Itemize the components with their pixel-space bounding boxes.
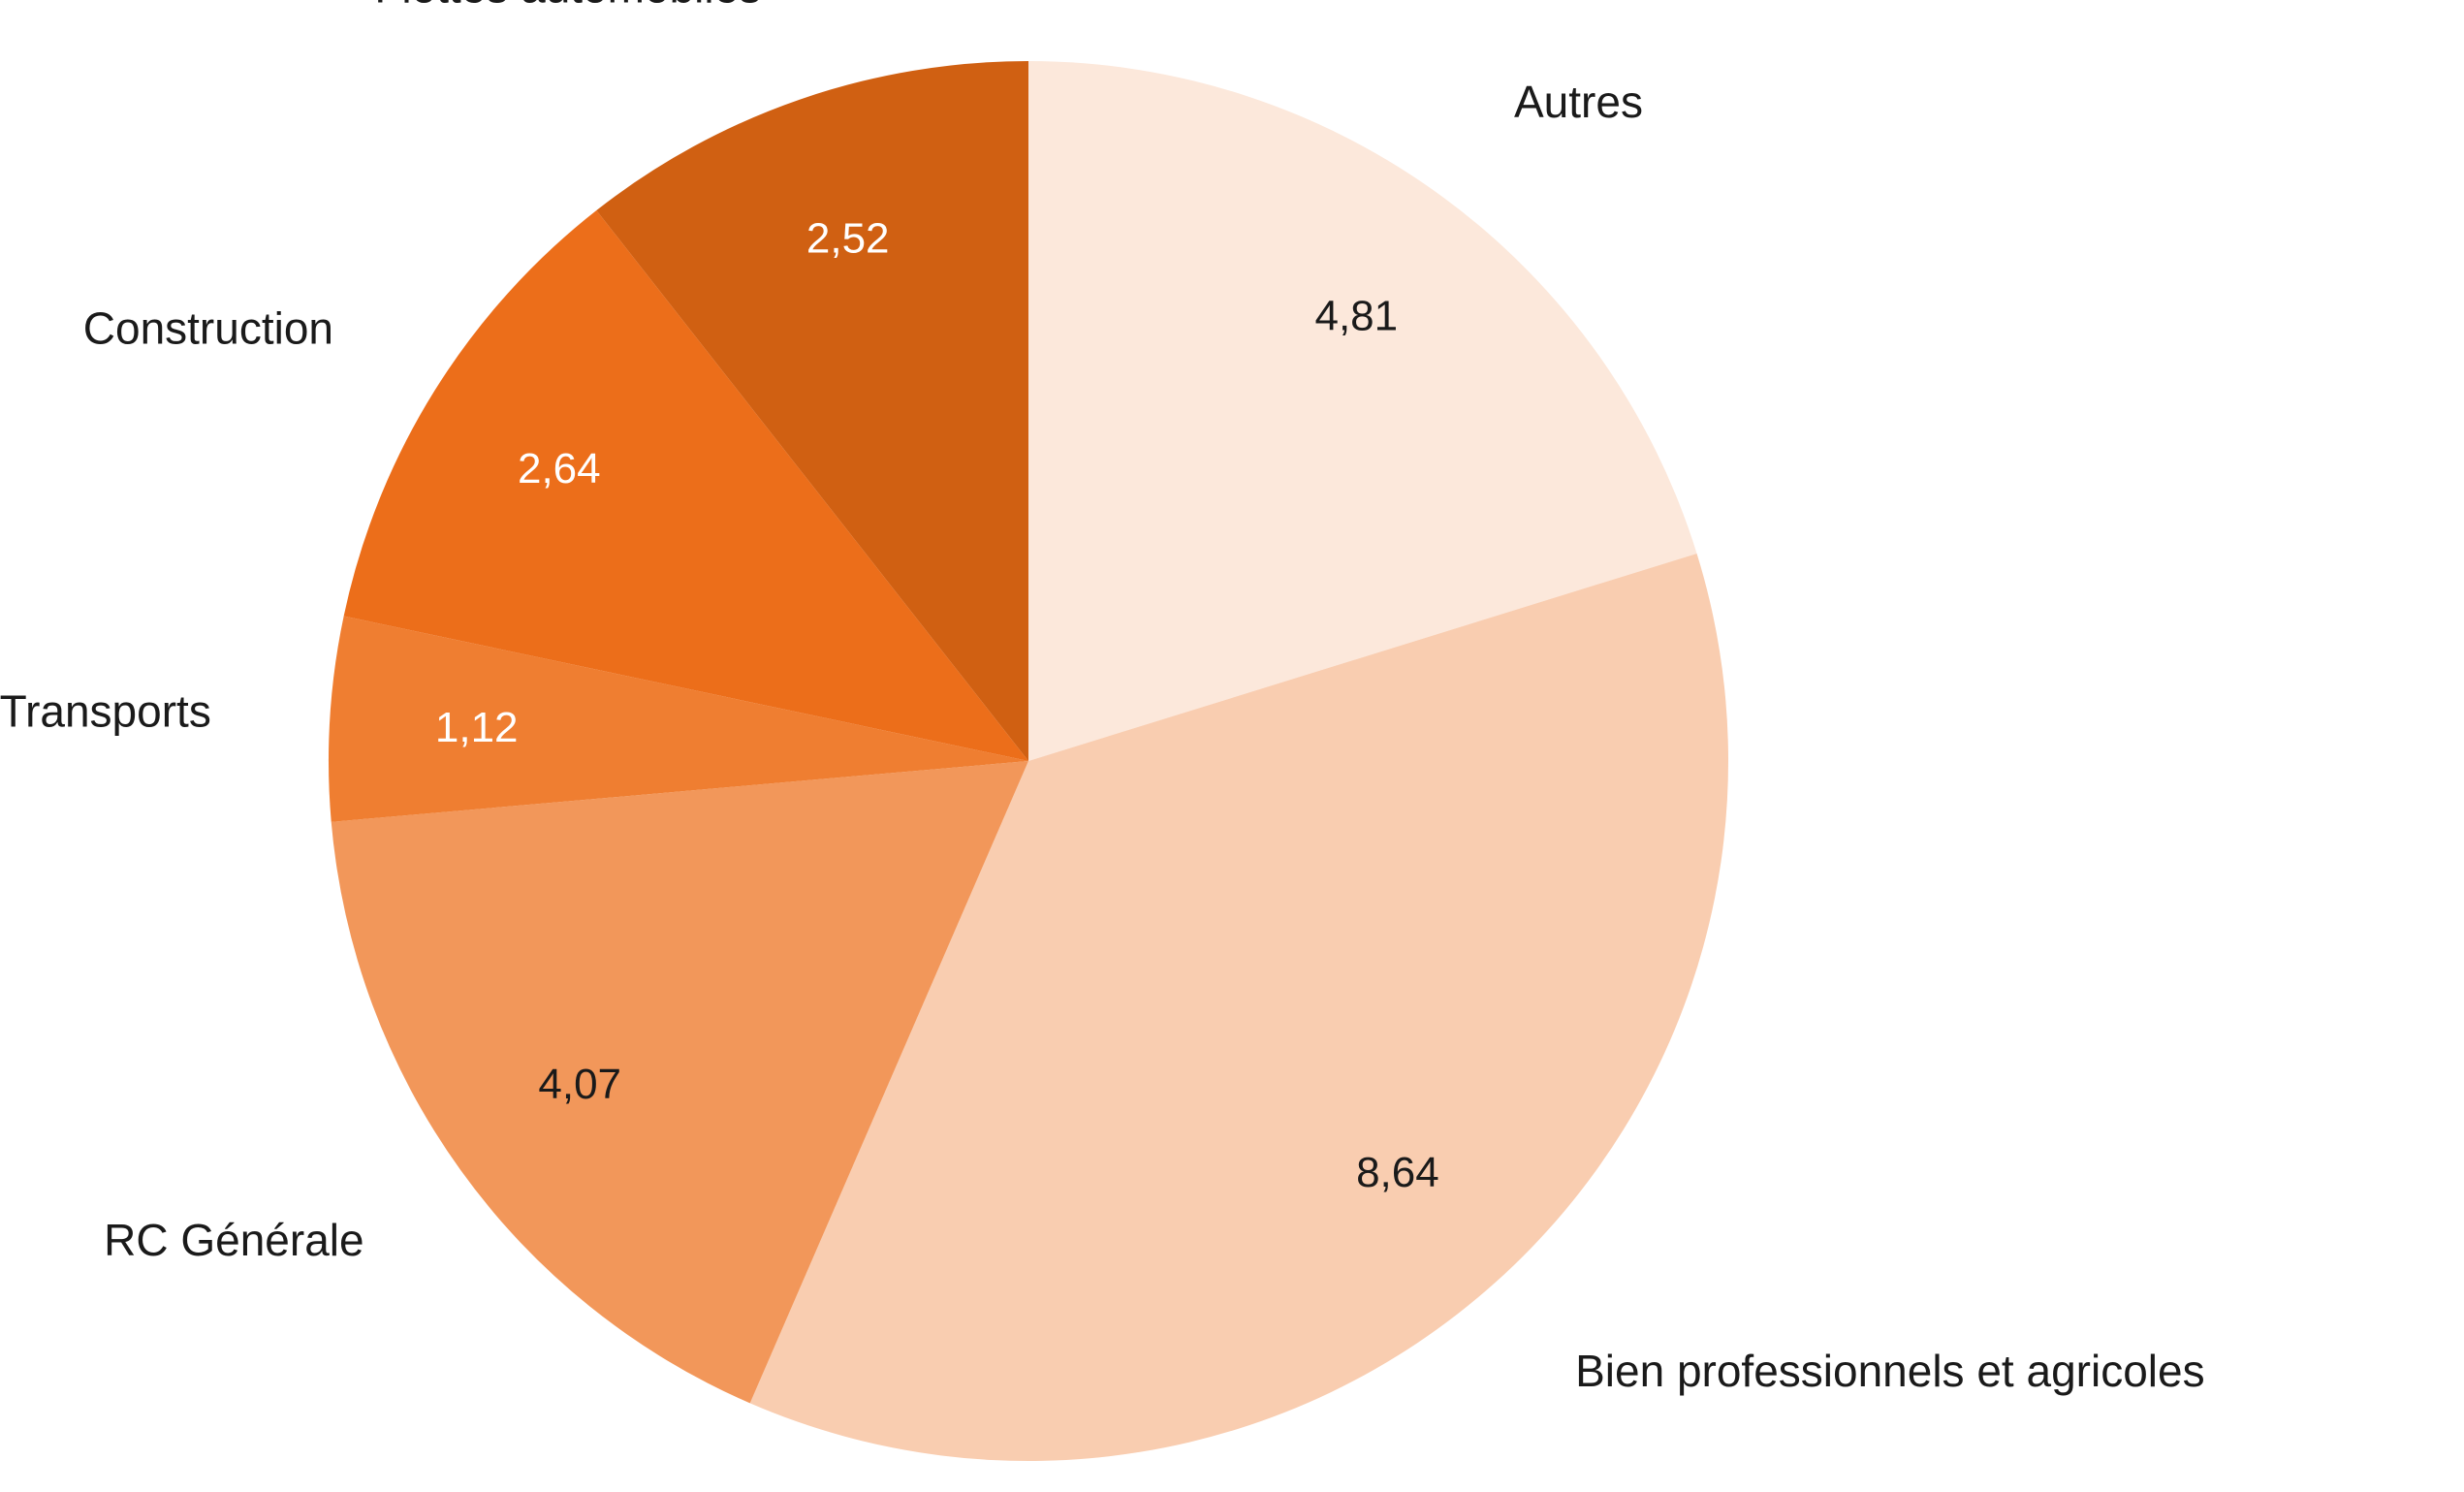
pie-slice-flottes-automobiles (596, 61, 1028, 761)
pie-slice-construction (343, 209, 1028, 762)
value-label-rc-generale: 4,07 (538, 1061, 621, 1108)
pie-labels: 4,81 Autres 8,64 Bien professionnels et agr… (0, 0, 2205, 1396)
category-label-transports: Transports (0, 686, 211, 737)
pie-slice-bien-professionnels-et-agricoles (749, 553, 1729, 1462)
pie-slice-autres (1028, 61, 1697, 761)
pie-slice-rc-generale (331, 761, 1028, 1404)
category-label-rc-generale: RC Générale (104, 1215, 363, 1265)
pie-slice-transports (329, 616, 1028, 822)
value-label-transports: 1,12 (435, 704, 519, 751)
value-label-flottes-automobiles: 2,52 (806, 214, 890, 262)
category-label-construction: Construction (83, 302, 333, 353)
category-label-bien-professionnels-et-agricoles: Bien professionnels et agricoles (1575, 1346, 2204, 1396)
value-label-bien-professionnels-et-agricoles: 8,64 (1356, 1149, 1439, 1196)
category-label-flottes-automobiles: Flottes automobiles (374, 0, 761, 13)
category-label-autres: Autres (1514, 77, 1643, 127)
value-label-autres: 4,81 (1314, 292, 1398, 339)
value-label-construction: 2,64 (518, 445, 601, 492)
pie-slices (329, 61, 1729, 1462)
